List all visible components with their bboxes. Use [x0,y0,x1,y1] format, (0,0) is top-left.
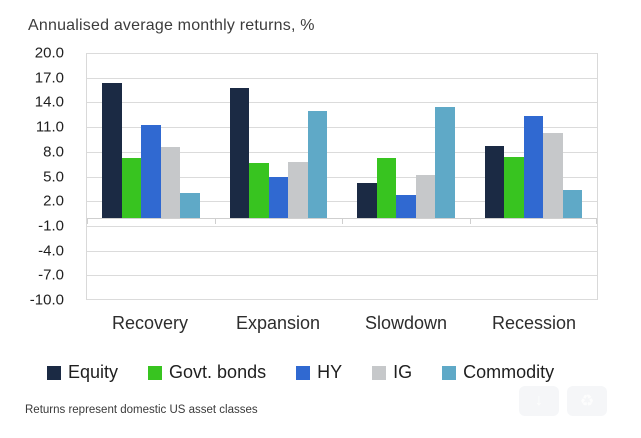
download-icon: ↓ [535,392,543,409]
gridline [87,151,597,153]
plot-area [86,53,598,300]
bar-ig-recovery [160,146,180,218]
legend-item-commodity: Commodity [442,362,554,383]
gridline [87,176,597,178]
y-tick-label: -1.0 [38,217,64,235]
legend-swatch-govt-bonds [148,365,163,380]
bar-equity-slowdown [357,183,377,218]
y-tick-label: 8.0 [43,143,64,161]
y-axis: 20.0 17.0 14.0 11.0 8.0 5.0 2.0 -1.0 -4.0 -7.0 -10… [0,45,78,309]
gridline [87,77,597,79]
legend-label: IG [393,362,413,382]
legend-label: HY [317,362,343,382]
bar-commodity-expansion [307,110,327,218]
legend: Equity Govt. bonds HY IG Commodity [47,362,554,383]
x-category-label-slowdown: Slowdown [364,313,448,333]
gridline [87,102,597,104]
legend-label: Govt. bonds [169,362,267,382]
bar-ig-slowdown [415,174,435,218]
gridline [87,53,597,54]
bar-equity-recovery [102,83,122,218]
y-tick-label: 5.0 [43,168,64,185]
y-tick-label: 14.0 [34,93,64,111]
bar-govt-bonds-recovery [121,157,141,218]
bar-ig-expansion [288,161,308,218]
legend-swatch-commodity [442,365,457,380]
legend-item-hy: HY [296,362,342,383]
y-tick-label: 20.0 [34,44,64,62]
y-tick-label: 11.0 [35,118,64,136]
legend-label: Equity [68,362,119,382]
x-category-label-recovery: Recovery [111,313,189,333]
bar-commodity-recession [562,189,582,218]
recycle-button[interactable]: ♻ [567,386,607,416]
y-tick-label: -4.0 [38,242,64,260]
bar-govt-bonds-expansion [249,163,269,218]
x-axis-tick [214,217,216,224]
x-axis-tick [596,217,597,224]
bar-hy-recovery [141,125,161,218]
footnote-text: Returns represent domestic US asset clas… [25,404,258,416]
chart-title: Annualised average monthly returns, % [28,17,315,34]
bar-hy-expansion [268,176,288,218]
bar-commodity-recovery [180,192,200,218]
gridline [87,225,597,227]
x-axis-tick [469,217,471,224]
gridline [87,201,597,203]
x-category-label-expansion: Expansion [235,313,321,333]
x-axis: Recovery Expansion Slowdown Recession [86,313,598,334]
legend-label: Commodity [463,362,555,382]
legend-swatch-equity [47,365,61,380]
bar-hy-slowdown [396,194,416,218]
bar-equity-recession [484,146,504,218]
legend-item-govt-bonds: Govt. bonds [148,362,266,383]
legend-swatch-ig [372,365,387,380]
gridline [87,250,597,252]
gridline [87,275,597,277]
download-button[interactable]: ↓ [519,386,559,416]
bar-govt-bonds-slowdown [376,158,396,218]
gridline [87,127,597,129]
legend-item-equity: Equity [47,362,118,383]
y-tick-label: -7.0 [38,266,64,284]
legend-swatch-hy [296,365,311,380]
gridline [87,299,597,300]
y-tick-label: -10.0 [29,291,64,309]
y-tick-label: 17.0 [34,69,64,87]
x-axis-tick [87,217,88,224]
x-category-label-recession: Recession [491,313,577,333]
bar-ig-recession [543,132,563,218]
bar-equity-expansion [229,87,249,218]
legend-item-ig: IG [372,362,412,383]
bar-hy-recession [523,115,543,218]
bar-govt-bonds-recession [504,156,524,218]
x-axis-tick [342,217,343,224]
recycle-icon: ♻ [579,393,595,410]
bar-commodity-slowdown [435,107,455,218]
y-tick-label: 2.0 [43,192,64,210]
